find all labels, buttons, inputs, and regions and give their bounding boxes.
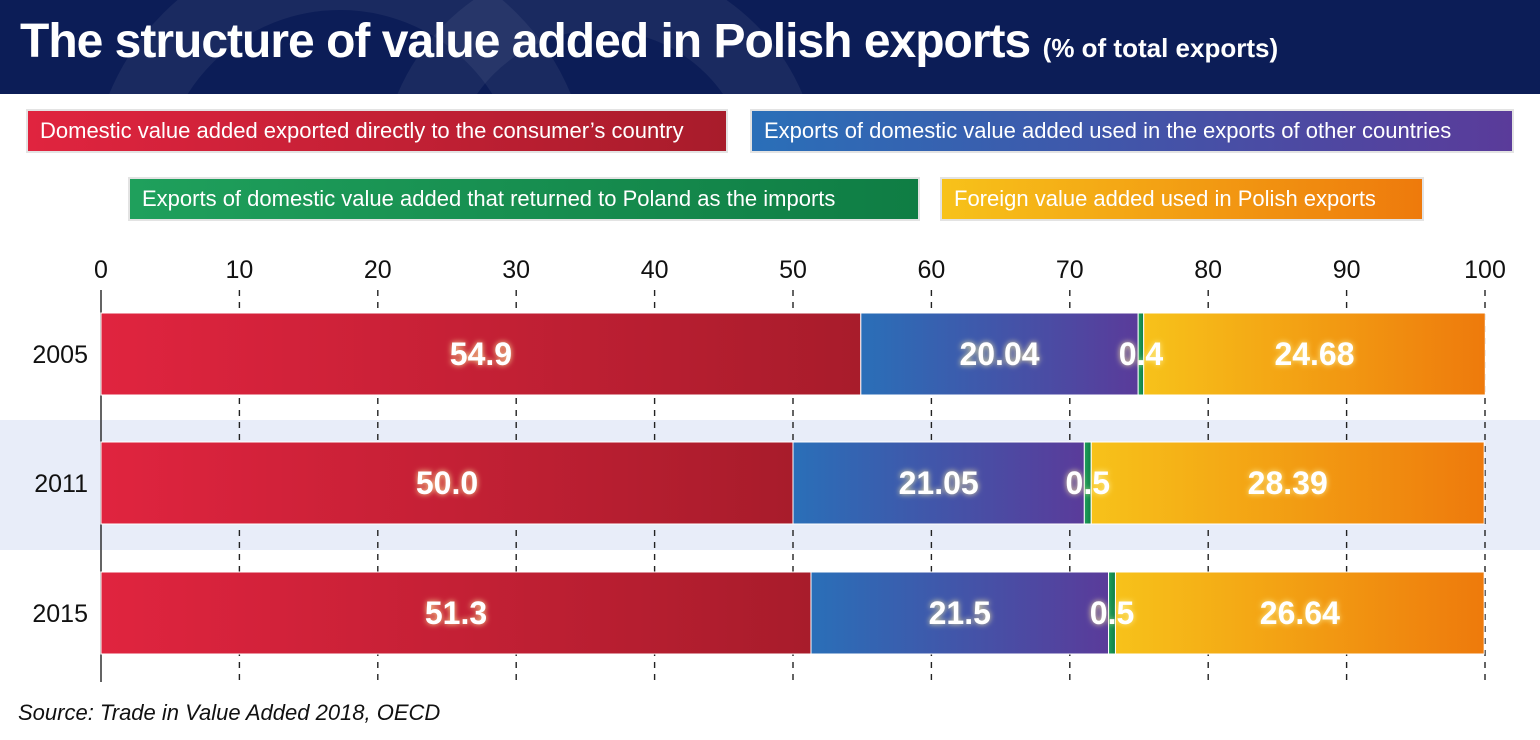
value-label-domestic-returned-2011: 0.5: [1066, 465, 1110, 501]
chart-title: The structure of value added in Polish e…: [20, 15, 1031, 68]
x-tick-label: 50: [779, 256, 807, 284]
value-label-domestic-direct-2005: 54.9: [450, 336, 512, 372]
x-tick-label: 30: [502, 256, 530, 284]
x-tick-label: 20: [364, 256, 392, 284]
bar-foreign-2005: [1143, 312, 1486, 396]
value-label-domestic-direct-2015: 51.3: [425, 595, 487, 631]
value-label-domestic-other-countries-2015: 21.5: [929, 595, 991, 631]
x-tick-label: 70: [1056, 256, 1084, 284]
chart-subtitle: (% of total exports): [1042, 33, 1279, 63]
legend-item-foreign: Foreign value added used in Polish expor…: [940, 177, 1424, 221]
value-label-domestic-other-countries-2011: 21.05: [899, 465, 979, 501]
x-tick-label: 40: [641, 256, 669, 284]
stacked-bar-chart: 0 10 20 30 40 50 60 70 80 90 100 2005 2011 2015 54.9…: [0, 256, 1540, 682]
legend-item-domestic-returned: Exports of domestic value added that ret…: [128, 177, 920, 221]
y-category-label: 2005: [32, 341, 88, 369]
x-tick-label: 80: [1194, 256, 1222, 284]
bar-foreign-2011: [1090, 441, 1485, 525]
x-tick-label: 90: [1333, 256, 1361, 284]
value-label-domestic-direct-2011: 50.0: [416, 465, 478, 501]
value-label-foreign-2011: 28.39: [1248, 465, 1328, 501]
value-label-foreign-2005: 24.68: [1274, 336, 1354, 372]
bar-domestic-direct-2011: [100, 441, 794, 525]
x-tick-label: 60: [917, 256, 945, 284]
source-note: Source: Trade in Value Added 2018, OECD: [18, 700, 441, 725]
value-label-domestic-returned-2015: 0.5: [1090, 595, 1134, 631]
legend-item-domestic-other-countries: Exports of domestic value added used in …: [750, 109, 1514, 153]
x-tick-label: 10: [225, 256, 253, 284]
bar-domestic-direct-2005: [100, 312, 862, 396]
chart-header: The structure of value added in Polish e…: [0, 0, 1540, 94]
title-block: The structure of value added in Polish e…: [20, 14, 1278, 69]
value-label-foreign-2015: 26.64: [1260, 595, 1340, 631]
value-label-domestic-other-countries-2005: 20.04: [959, 336, 1039, 372]
bar-domestic-other-countries-2005: [860, 312, 1139, 396]
y-category-label: 2011: [34, 470, 88, 498]
x-tick-label: 0: [94, 256, 108, 284]
y-category-label: 2015: [32, 600, 88, 628]
bar-domestic-other-countries-2011: [792, 441, 1085, 525]
x-tick-label: 100: [1464, 256, 1506, 284]
value-label-domestic-returned-2005: 0.4: [1119, 336, 1164, 372]
bar-domestic-other-countries-2015: [810, 571, 1110, 655]
legend-item-domestic-direct: Domestic value added exported directly t…: [26, 109, 728, 153]
bar-foreign-2015: [1114, 571, 1485, 655]
